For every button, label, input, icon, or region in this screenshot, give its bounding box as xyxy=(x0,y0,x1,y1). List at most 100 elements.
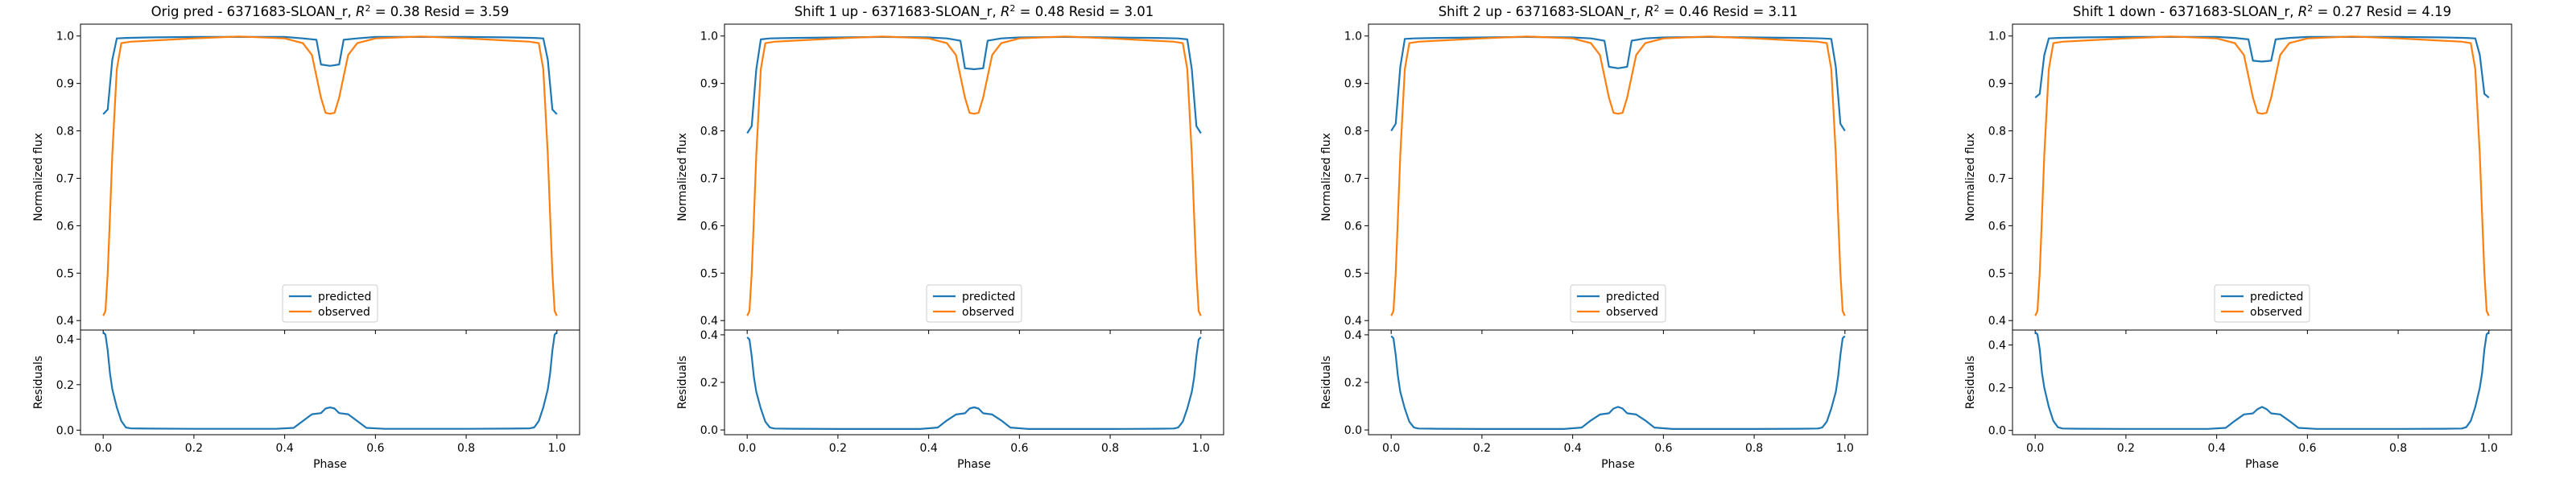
resid-xtick-label: 0.4 xyxy=(2208,442,2226,455)
legend-box xyxy=(282,284,378,323)
resid-ytick-label: 0.2 xyxy=(1344,377,1362,390)
main-ytick-label: 0.5 xyxy=(56,267,74,280)
main-ytick-label: 0.5 xyxy=(1988,267,2006,280)
title-r-symbol: R xyxy=(1645,4,1653,19)
title-r-symbol: R xyxy=(356,4,365,19)
main-ytick-label: 0.6 xyxy=(700,220,718,233)
resid-axes-frame xyxy=(2012,329,2512,436)
resid-ytick-label: 0.4 xyxy=(1344,329,1362,342)
legend-box xyxy=(1570,284,1666,323)
main-ytick-label: 0.6 xyxy=(1344,220,1362,233)
resid-ytick-label: 0.0 xyxy=(700,424,718,437)
series-line-observed xyxy=(102,35,558,316)
main-ytick-label: 0.9 xyxy=(1344,78,1362,91)
main-ylabel: Normalized flux xyxy=(676,133,689,221)
subplot-2: Shift 1 up - 6371683-SLOAN_r, R2 = 0.48 … xyxy=(676,3,1224,471)
series-line-observed xyxy=(1390,35,1846,316)
title-r-symbol: R xyxy=(2298,4,2307,19)
series-line-predicted xyxy=(2034,35,2490,99)
resid-ytick-label: 0.0 xyxy=(1344,424,1362,437)
resid-xtick-label: 0.6 xyxy=(1010,442,1028,455)
resid-xtick-label: 0.2 xyxy=(1473,442,1491,455)
resid-xtick-label: 1.0 xyxy=(1836,442,1854,455)
main-ytick-label: 0.5 xyxy=(700,267,718,280)
resid-xtick-label: 0.8 xyxy=(457,442,475,455)
title-superscript: 2 xyxy=(365,3,370,14)
resid-ylabel: Residuals xyxy=(1320,356,1333,409)
legend-label-predicted: predicted xyxy=(2250,291,2303,303)
chart-title: Shift 1 down - 6371683-SLOAN_r, R2 = 0.2… xyxy=(2073,3,2451,21)
legend-label-predicted: predicted xyxy=(318,291,371,303)
main-ytick-label: 0.7 xyxy=(56,172,74,185)
subplot-1: Orig pred - 6371683-SLOAN_r, R2 = 0.38 R… xyxy=(32,3,580,471)
main-ytick-label: 1.0 xyxy=(1988,31,2006,43)
resid-ytick-label: 0.2 xyxy=(700,377,718,390)
series-line-observed xyxy=(746,35,1202,316)
resid-ytick-label: 0.4 xyxy=(700,329,718,342)
main-ytick-label: 0.8 xyxy=(700,126,718,138)
main-ytick-label: 0.4 xyxy=(1988,315,2006,328)
resid-xtick-label: 1.0 xyxy=(548,442,566,455)
main-ytick-label: 0.4 xyxy=(700,315,718,328)
title-text-rest: = 0.38 Resid = 3.59 xyxy=(370,4,509,19)
main-ytick-label: 0.9 xyxy=(1988,78,2006,91)
subplot-3: Shift 2 up - 6371683-SLOAN_r, R2 = 0.46 … xyxy=(1320,3,1868,471)
series-line-observed xyxy=(2034,35,2490,316)
resid-xlabel: Phase xyxy=(957,458,991,471)
resid-xtick-label: 0.0 xyxy=(2026,442,2044,455)
title-text: Shift 2 up - 6371683-SLOAN_r, xyxy=(1439,4,1645,20)
residual-line xyxy=(2034,331,2490,430)
title-r-symbol: R xyxy=(1001,4,1009,19)
legend-label-observed: observed xyxy=(962,306,1014,319)
main-ytick-label: 0.9 xyxy=(700,78,718,91)
residual-line xyxy=(746,336,1202,430)
legend: predicted observed xyxy=(1570,284,1666,323)
resid-xtick-label: 0.2 xyxy=(2117,442,2135,455)
title-superscript: 2 xyxy=(2307,3,2313,14)
legend-label-observed: observed xyxy=(1606,306,1658,319)
resid-xtick-label: 0.4 xyxy=(1564,442,1582,455)
chart-title: Shift 1 up - 6371683-SLOAN_r, R2 = 0.48 … xyxy=(795,3,1154,21)
resid-ytick-label: 0.0 xyxy=(1988,425,2006,438)
resid-xtick-label: 0.0 xyxy=(738,442,756,455)
main-ytick-label: 0.9 xyxy=(56,78,74,91)
resid-xtick-label: 0.6 xyxy=(2298,442,2316,455)
resid-xtick-label: 1.0 xyxy=(1192,442,1210,455)
main-ylabel: Normalized flux xyxy=(1964,133,1977,221)
resid-ytick-label: 0.4 xyxy=(56,333,74,346)
main-ytick-label: 0.4 xyxy=(56,315,74,328)
resid-xtick-label: 0.6 xyxy=(1654,442,1672,455)
resid-xtick-label: 0.4 xyxy=(920,442,938,455)
legend-label-observed: observed xyxy=(2250,306,2302,319)
subplot-4: Shift 1 down - 6371683-SLOAN_r, R2 = 0.2… xyxy=(1964,3,2512,471)
resid-xtick-label: 0.2 xyxy=(185,442,203,455)
main-ytick-label: 1.0 xyxy=(1344,31,1362,43)
resid-ylabel: Residuals xyxy=(676,356,689,409)
resid-xtick-label: 0.4 xyxy=(276,442,294,455)
resid-xlabel: Phase xyxy=(1601,458,1635,471)
main-ytick-label: 0.8 xyxy=(56,126,74,138)
resid-xtick-label: 0.8 xyxy=(2389,442,2407,455)
residual-line xyxy=(1390,335,1846,430)
resid-xtick-label: 0.6 xyxy=(366,442,384,455)
title-text: Shift 1 down - 6371683-SLOAN_r, xyxy=(2073,4,2298,20)
chart-title: Orig pred - 6371683-SLOAN_r, R2 = 0.38 R… xyxy=(151,3,510,21)
main-ytick-label: 0.4 xyxy=(1344,315,1362,328)
resid-xtick-label: 0.2 xyxy=(829,442,847,455)
title-text-rest: = 0.46 Resid = 3.11 xyxy=(1659,4,1798,19)
main-ytick-label: 1.0 xyxy=(700,31,718,43)
main-ytick-label: 0.6 xyxy=(56,220,74,233)
main-ytick-label: 0.7 xyxy=(700,172,718,185)
series-line-predicted xyxy=(1390,35,1846,132)
main-ytick-label: 1.0 xyxy=(56,31,74,43)
series-line-predicted xyxy=(102,35,558,115)
title-text: Shift 1 up - 6371683-SLOAN_r, xyxy=(795,4,1001,20)
residual-line xyxy=(102,332,558,430)
legend: predicted observed xyxy=(926,284,1022,323)
legend-box xyxy=(926,284,1022,323)
title-text-rest: = 0.27 Resid = 4.19 xyxy=(2313,4,2451,19)
resid-xtick-label: 0.0 xyxy=(94,442,112,455)
title-text-rest: = 0.48 Resid = 3.01 xyxy=(1015,4,1154,19)
main-ytick-label: 0.8 xyxy=(1988,126,2006,138)
